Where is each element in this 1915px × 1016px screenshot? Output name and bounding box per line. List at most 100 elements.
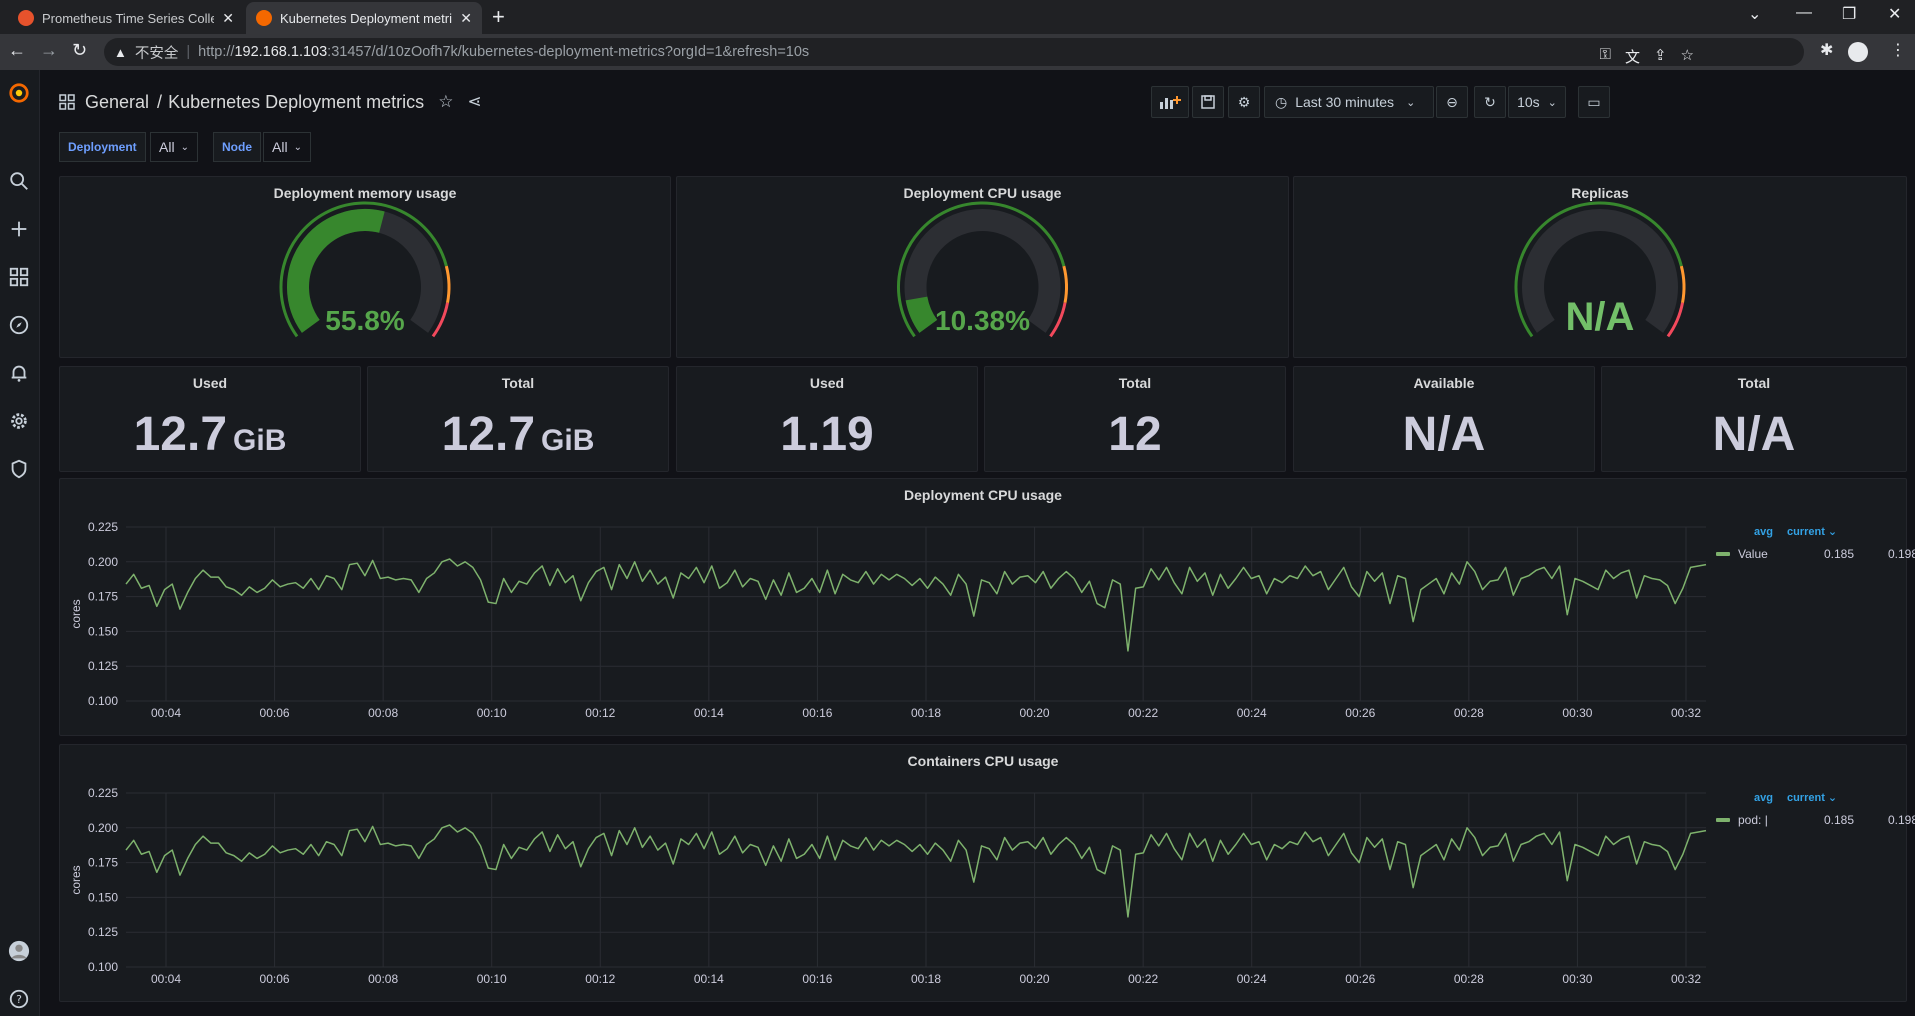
timeseries-panel-deployment-cpu[interactable]: Deployment CPU usage 0.225 0.200 0.175 0.15…: [59, 478, 1915, 736]
grafana-logo-icon[interactable]: [8, 82, 32, 106]
gauge-panel-cpu[interactable]: Deployment CPU usage 10.38%: [676, 176, 1289, 358]
refresh-button[interactable]: ↻: [1474, 86, 1506, 118]
gauge-track: [904, 209, 1061, 333]
legend-header[interactable]: avg current ⌄: [1754, 525, 1837, 538]
favorite-star-icon[interactable]: ☆: [438, 92, 454, 111]
variable-select-node[interactable]: All ⌄: [263, 132, 311, 162]
panel-title[interactable]: Deployment memory usage: [273, 185, 457, 201]
user-avatar-icon[interactable]: [8, 940, 32, 964]
chevron-down-icon: ⌄: [180, 141, 189, 153]
stat-panel-cpu-total[interactable]: Total 12: [984, 366, 1286, 472]
dashboard-settings-button[interactable]: ⚙: [1228, 86, 1260, 118]
gauge-panel-replicas[interactable]: Replicas N/A: [1293, 176, 1907, 358]
x-tick-label: 00:08: [368, 706, 398, 720]
panel-title[interactable]: Containers CPU usage: [907, 753, 1059, 769]
bookmark-star-icon[interactable]: ☆: [1680, 47, 1694, 64]
share-page-icon[interactable]: ⇪: [1653, 47, 1667, 64]
x-tick-label: 00:24: [1237, 972, 1267, 986]
panel-title[interactable]: Total: [501, 375, 535, 391]
window-close-icon[interactable]: ✕: [1888, 6, 1902, 23]
address-bar[interactable]: ▲ 不安全 | http:// 192.168.1.103 :31457/d/1…: [104, 38, 1804, 66]
stat-panel-replicas-total[interactable]: Total N/A: [1601, 366, 1907, 472]
new-tab-button[interactable]: +: [492, 4, 505, 29]
reload-icon[interactable]: ↻: [72, 40, 88, 60]
chevron-down-icon: ⌄: [1406, 96, 1416, 109]
close-icon[interactable]: ✕: [222, 9, 234, 26]
share-icon[interactable]: ⋖: [467, 92, 482, 111]
help-icon[interactable]: ?: [8, 988, 32, 1012]
legend-item[interactable]: Value 0.185 0.198: [1716, 547, 1915, 561]
legend-series-name[interactable]: pod: |: [1738, 813, 1768, 827]
variable-select-deployment[interactable]: All ⌄: [150, 132, 198, 162]
x-tick-label: 00:22: [1128, 706, 1158, 720]
legend-item[interactable]: pod: | 0.185 0.198: [1716, 813, 1915, 827]
x-tick-label: 00:10: [477, 972, 507, 986]
panel-title[interactable]: Deployment CPU usage: [903, 185, 1062, 201]
key-icon[interactable]: ⚿: [1599, 46, 1611, 63]
zoom-out-button[interactable]: ⊖: [1436, 86, 1468, 118]
save-icon: [1201, 95, 1215, 109]
stat-value: 12.7 GiB: [441, 408, 595, 461]
x-tick-label: 00:30: [1562, 972, 1592, 986]
legend-header-current[interactable]: current ⌄: [1786, 792, 1838, 804]
warning-icon[interactable]: ▲: [114, 44, 127, 60]
tab-search-icon[interactable]: ⌄: [1748, 6, 1762, 23]
cycle-view-mode-button[interactable]: ▭: [1578, 86, 1610, 118]
panel-title[interactable]: Total: [1118, 375, 1152, 391]
stat-panel-replicas-available[interactable]: Available N/A: [1293, 366, 1595, 472]
legend-header-avg[interactable]: avg: [1754, 792, 1773, 804]
folder-link[interactable]: General: [85, 91, 150, 112]
gauge-panel-memory[interactable]: Deployment memory usage 55.8%: [59, 176, 671, 358]
explore-compass-icon[interactable]: [8, 314, 32, 338]
stat-panel-memory-used[interactable]: Used 12.7 GiB: [59, 366, 361, 472]
search-icon[interactable]: [8, 170, 32, 194]
dashboard-grid-icon: [59, 94, 75, 110]
create-plus-icon[interactable]: [8, 218, 32, 242]
stat-panel-memory-total[interactable]: Total 12.7 GiB: [367, 366, 669, 472]
x-tick-label: 00:20: [1020, 972, 1050, 986]
back-icon[interactable]: ←: [8, 40, 26, 60]
panel-title[interactable]: Replicas: [1571, 185, 1629, 201]
configuration-gear-icon[interactable]: [8, 410, 32, 434]
legend-series-name[interactable]: Value: [1738, 547, 1768, 561]
restore-icon[interactable]: ❐: [1842, 6, 1857, 23]
profile-avatar-icon[interactable]: [1848, 42, 1868, 62]
x-tick-label: 00:24: [1237, 706, 1267, 720]
translate-icon[interactable]: 文: [1624, 49, 1640, 66]
forward-icon[interactable]: →: [40, 40, 58, 60]
browser-tab-grafana[interactable]: Kubernetes Deployment metri ✕: [246, 2, 482, 34]
extensions-icon[interactable]: ✱: [1820, 42, 1834, 59]
y-tick-label: 0.125: [88, 659, 118, 673]
panel-title[interactable]: Used: [809, 375, 845, 391]
legend-header-avg[interactable]: avg: [1754, 526, 1773, 538]
close-icon[interactable]: ✕: [460, 9, 472, 26]
dashboards-grid-icon[interactable]: [8, 266, 32, 290]
menu-dots-icon[interactable]: ⋮: [1890, 42, 1906, 59]
panel-title[interactable]: Deployment CPU usage: [904, 487, 1062, 503]
legend-header[interactable]: avg current ⌄: [1754, 791, 1837, 804]
legend-header-current[interactable]: current ⌄: [1786, 526, 1838, 538]
browser-tab-prometheus[interactable]: Prometheus Time Series Collec ✕: [8, 2, 244, 34]
threshold-red: [431, 302, 449, 338]
add-panel-button[interactable]: [1151, 86, 1189, 118]
threshold-red: [1049, 302, 1067, 338]
alerting-bell-icon[interactable]: [8, 362, 32, 386]
gauge-track: [1522, 209, 1678, 333]
gauge-arc: [897, 201, 1068, 338]
server-admin-shield-icon[interactable]: [8, 458, 32, 482]
panel-title[interactable]: Total: [1737, 375, 1771, 391]
timeseries-panel-containers-cpu[interactable]: Containers CPU usage 0.225 0.200 0.175 0.15…: [59, 744, 1915, 1002]
side-nav: ?: [0, 70, 40, 1016]
save-dashboard-button[interactable]: [1192, 86, 1224, 118]
chevron-down-icon: ⌄: [293, 141, 302, 153]
time-range-picker[interactable]: ◷ Last 30 minutes ⌄: [1264, 86, 1434, 118]
refresh-interval-picker[interactable]: 10s ⌄: [1508, 86, 1566, 118]
minimize-icon[interactable]: —: [1796, 4, 1812, 21]
y-tick-label: 0.100: [88, 694, 118, 708]
page-title[interactable]: Kubernetes Deployment metrics: [168, 91, 425, 112]
panel-title[interactable]: Used: [192, 375, 228, 391]
timeseries-chart: 0.225 0.200 0.175 0.150 0.125 0.100 00:04 00:06…: [69, 520, 1707, 720]
insecure-label[interactable]: 不安全: [134, 45, 179, 62]
stat-panel-cpu-used[interactable]: Used 1.19: [676, 366, 978, 472]
panel-title[interactable]: Available: [1413, 375, 1475, 391]
